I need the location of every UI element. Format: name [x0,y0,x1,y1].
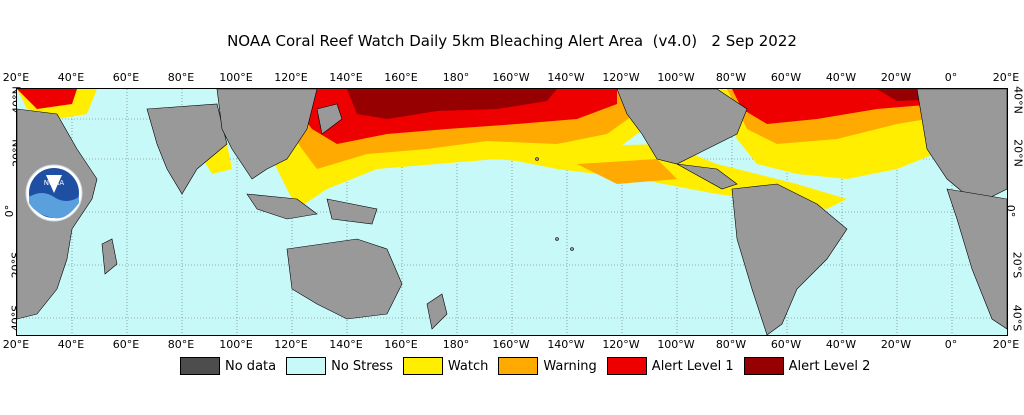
legend-swatch [606,357,647,375]
legend-item: No data [180,357,286,375]
legend-label: Alert Level 1 [651,358,734,374]
legend-label: Warning [543,358,597,374]
longitude-tick-label: 40°W [825,338,857,351]
longitude-tick-label: 100°E [219,71,253,84]
longitude-tick-label: 20°E [992,338,1020,351]
latitude-tick-label: 40°S [1010,304,1024,332]
legend-swatch [180,357,220,375]
longitude-tick-label: 0° [944,338,958,351]
legend-label: Watch [447,358,489,374]
map-title: NOAA Coral Reef Watch Daily 5km Bleachin… [227,32,797,50]
longitude-tick-label: 40°E [57,338,85,351]
longitude-tick-label: 20°E [2,71,30,84]
longitude-tick-label: 120°E [274,338,308,351]
legend-item: Watch [402,357,498,375]
legend-item: Alert Level 1 [606,357,744,375]
latitude-tick-label: 20°S [1010,251,1024,279]
longitude-tick-label: 120°W [602,71,640,84]
longitude-tick-label: 20°E [992,71,1020,84]
longitude-tick-label: 80°E [167,71,195,84]
legend-swatch [498,357,539,375]
legend-item: Alert Level 2 [743,357,881,375]
legend: No data No Stress Watch Warning Alert Level … [180,356,880,376]
bleaching-alert-map [16,88,1008,336]
longitude-tick-label: 60°W [770,71,802,84]
latitude-tick-label: 0° [2,204,16,218]
longitude-tick-label: 120°E [274,71,308,84]
longitude-tick-label: 160°W [492,71,530,84]
longitude-tick-label: 60°E [112,71,140,84]
longitude-tick-label: 100°W [657,338,695,351]
longitude-tick-label: 100°W [657,71,695,84]
legend-label: Alert Level 2 [788,358,871,374]
longitude-tick-label: 40°E [57,71,85,84]
longitude-tick-label: 60°E [112,338,140,351]
longitude-tick-label: 140°E [329,338,363,351]
latitude-tick-label: 20°N [1011,139,1024,167]
legend-item: No Stress [286,357,403,375]
longitude-tick-label: 140°E [329,71,363,84]
longitude-tick-label: 80°E [167,338,195,351]
noaa-logo: NOAA [25,164,83,222]
longitude-tick-label: 180° [442,338,470,351]
longitude-tick-label: 40°W [825,71,857,84]
longitude-tick-label: 80°W [715,71,747,84]
longitude-tick-label: 20°W [880,71,912,84]
longitude-tick-label: 160°W [492,338,530,351]
legend-swatch [286,357,327,375]
longitude-tick-label: 180° [442,71,470,84]
legend-item: Warning [498,357,606,375]
latitude-tick-label: 40°N [1011,86,1024,114]
legend-swatch [743,357,784,375]
longitude-tick-label: 100°E [219,338,253,351]
longitude-tick-label: 60°W [770,338,802,351]
longitude-tick-label: 20°E [2,338,30,351]
map-canvas [17,89,1007,335]
longitude-tick-label: 140°W [547,338,585,351]
legend-label: No data [225,358,277,374]
longitude-tick-label: 20°W [880,338,912,351]
longitude-tick-label: 0° [944,71,958,84]
legend-label: No Stress [331,358,393,374]
longitude-tick-label: 140°W [547,71,585,84]
noaa-logo-text: NOAA [44,179,65,187]
longitude-tick-label: 80°W [715,338,747,351]
legend-swatch [402,357,443,375]
longitude-tick-label: 160°E [384,338,418,351]
longitude-tick-label: 160°E [384,71,418,84]
longitude-tick-label: 120°W [602,338,640,351]
